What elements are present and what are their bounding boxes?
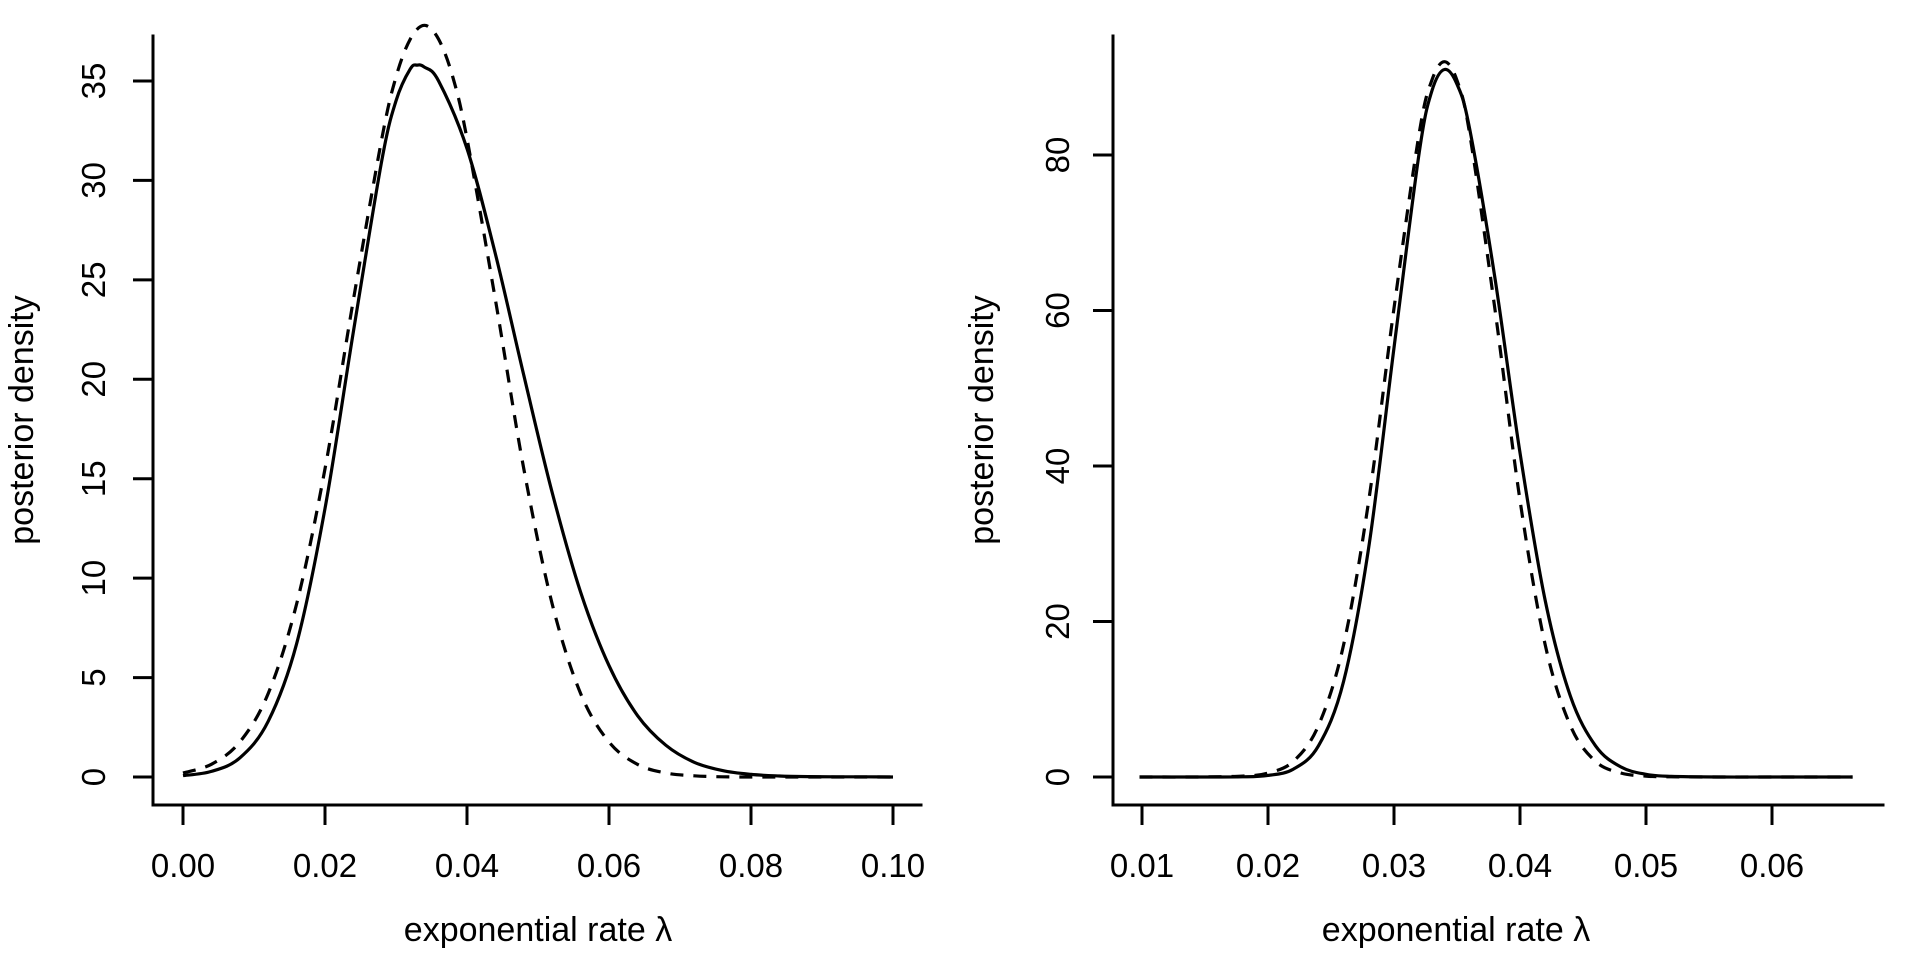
y-tick-label: 20: [1039, 603, 1076, 640]
x-tick-label: 0.08: [719, 847, 783, 884]
solid-density-curve: [1139, 67, 1853, 779]
y-tick-label: 10: [75, 560, 112, 597]
y-tick-label: 35: [75, 63, 112, 100]
y-tick-label: 0: [1039, 768, 1076, 786]
x-axis-title: exponential rate λ: [1322, 911, 1590, 949]
x-tick-label: 0.06: [577, 847, 641, 884]
x-tick-label: 0.05: [1614, 847, 1678, 884]
x-axis-title: exponential rate λ: [404, 911, 672, 949]
y-tick-label: 20: [75, 361, 112, 398]
dashed-density-curve: [182, 23, 893, 779]
solid-density-curve: [182, 63, 894, 779]
x-tick-label: 0.00: [151, 847, 215, 884]
x-tick-label: 0.03: [1362, 847, 1426, 884]
x-tick-label: 0.04: [435, 847, 499, 884]
x-tick-label: 0.02: [1236, 847, 1300, 884]
dashed-density-curve: [1139, 60, 1853, 779]
y-axis-title: posterior density: [963, 295, 1001, 544]
y-tick-label: 25: [75, 261, 112, 298]
left-panel: 0.00 0.02 0.04 0.06 0.08 0.10 0 5 10 15 20 25 30 35 ex…: [3, 23, 925, 949]
x-tick-label: 0.01: [1110, 847, 1174, 884]
x-tick-label: 0.04: [1488, 847, 1552, 884]
y-tick-label: 15: [75, 460, 112, 497]
y-tick-label: 30: [75, 162, 112, 199]
x-tick-label: 0.06: [1740, 847, 1804, 884]
y-tick-label: 40: [1039, 448, 1076, 485]
y-tick-label: 0: [75, 768, 112, 786]
y-tick-label: 5: [75, 668, 112, 686]
y-axis-title: posterior density: [3, 295, 41, 544]
y-tick-label: 60: [1039, 292, 1076, 329]
x-tick-label: 0.10: [861, 847, 925, 884]
x-tick-label: 0.02: [293, 847, 357, 884]
y-tick-label: 80: [1039, 137, 1076, 174]
right-panel: 0.01 0.02 0.03 0.04 0.05 0.06 0 20 40 60 80 exponen…: [963, 34, 1885, 949]
